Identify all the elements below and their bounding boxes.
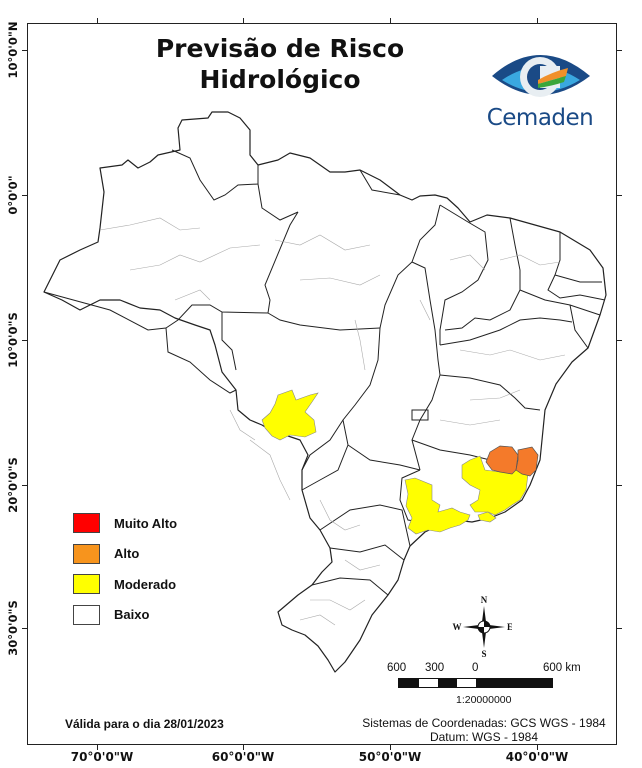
legend-label: Alto [114, 546, 140, 562]
lon-label-50w: 50°0'0"W [358, 750, 422, 764]
risk-area-mato-grosso [261, 389, 319, 441]
legend-item-muito-alto: Muito Alto [73, 508, 177, 539]
risk-area-sudeste [404, 477, 471, 535]
tick-bottom [390, 745, 391, 750]
risk-alto-areas [485, 445, 539, 477]
legend-item-baixo: Baixo [73, 600, 177, 631]
scale-label-0: 0 [472, 662, 479, 674]
risk-area-espirito-santo-norte [515, 446, 539, 477]
legend: Muito Alto Alto Moderado Baixo [73, 508, 177, 630]
crs-line: Sistemas de Coordenadas: GCS WGS - 1984 [362, 716, 606, 730]
scale-label-600-left: 600 [387, 662, 407, 674]
tick-top [243, 18, 244, 23]
tick-bottom [243, 745, 244, 750]
tick-top [97, 18, 98, 23]
scale-bar [398, 678, 553, 688]
north-arrow-compass-icon: N S W E [453, 595, 513, 658]
state-borders [43, 149, 606, 596]
legend-swatch-yellow [73, 574, 100, 595]
legend-swatch-white [73, 604, 100, 625]
tick-left [22, 340, 27, 341]
lon-label-70w: 70°0'0"W [70, 750, 134, 764]
cemaden-eye-logo-icon [492, 55, 590, 97]
tick-bottom [97, 745, 98, 750]
scale-label-600-km: 600 km [543, 662, 581, 674]
risk-area-minas-leste [461, 455, 529, 516]
compass-w: W [453, 622, 462, 632]
legend-label: Moderado [114, 576, 177, 592]
tick-right [617, 485, 622, 486]
compass-e: E [507, 622, 512, 632]
scale-label-300: 300 [425, 662, 445, 674]
lat-label-10n: 10°0'0"N [6, 22, 20, 79]
risk-area-rio [477, 511, 497, 523]
lat-label-30s: 30°0'0"S [6, 600, 20, 656]
tick-right [617, 340, 622, 341]
risk-area-rio-doce [485, 445, 519, 475]
lon-label-40w: 40°0'0"W [505, 750, 569, 764]
lat-label-20s: 20°0'0"S [6, 457, 20, 513]
scale-ratio: 1:20000000 [456, 694, 512, 706]
lon-label-60w: 60°0'0"W [211, 750, 275, 764]
municipal-borders [99, 217, 566, 626]
legend-label: Baixo [114, 607, 150, 623]
tick-right [617, 195, 622, 196]
tick-left [22, 628, 27, 629]
lat-label-0: 0°0'0" [6, 175, 20, 214]
risk-moderado-areas [261, 389, 529, 535]
lat-label-10s: 10°0'0"S [6, 312, 20, 368]
tick-left [22, 485, 27, 486]
map-title: Previsão de Risco Hidrológico [140, 33, 420, 95]
coordinate-system-info: Sistemas de Coordenadas: GCS WGS - 1984 … [355, 716, 613, 744]
tick-left [22, 195, 27, 196]
tick-bottom [537, 745, 538, 750]
compass-n: N [481, 595, 488, 605]
tick-right [617, 628, 622, 629]
legend-swatch-red [73, 513, 100, 534]
compass-s: S [481, 649, 486, 658]
cemaden-logo-text: Cemaden [486, 105, 594, 131]
legend-swatch-orange [73, 543, 100, 564]
tick-left [22, 50, 27, 51]
valid-date: Válida para o dia 28/01/2023 [65, 717, 224, 731]
tick-top [537, 18, 538, 23]
cemaden-logo: Cemaden [480, 44, 600, 136]
latitude-axis: 10°0'0"N 0°0'0" 10°0'0"S 20°0'0"S 30°0'0… [6, 22, 20, 656]
tick-right [617, 50, 622, 51]
map-title-line2: Hidrológico [199, 65, 361, 94]
legend-label: Muito Alto [114, 515, 178, 531]
map-title-line1: Previsão de Risco [155, 34, 405, 63]
legend-item-moderado: Moderado [73, 569, 177, 600]
legend-item-alto: Alto [73, 539, 177, 570]
tick-top [390, 18, 391, 23]
datum-line: Datum: WGS - 1984 [429, 730, 539, 744]
